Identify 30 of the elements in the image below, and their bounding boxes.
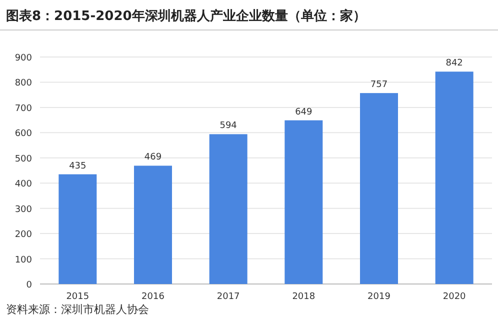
data-label: 842 bbox=[446, 58, 463, 69]
y-tick-label: 200 bbox=[14, 230, 32, 240]
bar bbox=[435, 72, 474, 284]
chart-title: 图表8：2015-2020年深圳机器人产业企业数量（单位：家） bbox=[6, 8, 366, 24]
bar bbox=[360, 93, 398, 284]
y-tick-label: 0 bbox=[26, 280, 32, 290]
data-label: 469 bbox=[144, 152, 162, 163]
data-label: 649 bbox=[295, 107, 313, 118]
x-tick-label: 2019 bbox=[368, 292, 391, 302]
data-label: 594 bbox=[220, 121, 238, 132]
data-label: 757 bbox=[370, 80, 388, 90]
data-label: 435 bbox=[69, 161, 86, 172]
text: 资料来源：深圳市机器人协会 bbox=[6, 303, 149, 316]
y-tick-label: 300 bbox=[14, 204, 32, 215]
x-tick-label: 2017 bbox=[216, 292, 240, 302]
x-tick-label: 2020 bbox=[442, 292, 466, 302]
x-tick-label: 2016 bbox=[142, 292, 165, 302]
y-tick-label: 100 bbox=[14, 255, 32, 266]
bar bbox=[284, 120, 323, 284]
x-tick-label: 2018 bbox=[292, 292, 316, 302]
y-tick-label: 700 bbox=[14, 104, 32, 114]
y-tick-label: 400 bbox=[14, 180, 32, 190]
y-tick-label: 800 bbox=[14, 78, 32, 89]
bar bbox=[58, 174, 97, 284]
y-tick-label: 500 bbox=[14, 154, 32, 164]
y-tick-label: 900 bbox=[14, 54, 32, 64]
bar bbox=[209, 134, 248, 284]
bar bbox=[134, 166, 172, 284]
x-tick-label: 2015 bbox=[66, 292, 90, 302]
y-tick-label: 600 bbox=[14, 129, 32, 140]
